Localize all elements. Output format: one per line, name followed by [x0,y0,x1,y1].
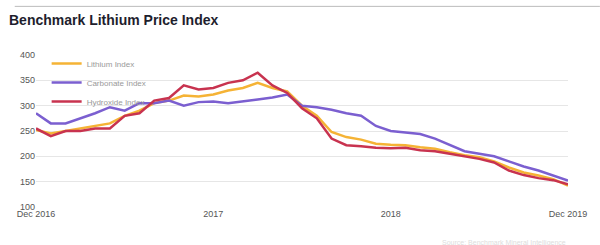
svg-text:100: 100 [20,202,35,212]
svg-text:350: 350 [20,75,35,85]
svg-text:400: 400 [20,50,35,60]
svg-text:Benchmark Lithium Price Index: Benchmark Lithium Price Index [9,12,218,28]
svg-text:Source: Benchmark Mineral Inte: Source: Benchmark Mineral Intelligence [442,239,566,245]
svg-text:Hydroxide Index: Hydroxide Index [87,98,145,107]
svg-text:Carbonate Index: Carbonate Index [87,79,146,88]
svg-text:2017: 2017 [203,209,223,219]
svg-text:300: 300 [20,101,35,111]
svg-text:Dec 2016: Dec 2016 [17,209,56,219]
svg-text:Dec 2019: Dec 2019 [549,209,588,219]
svg-text:Lithium Index: Lithium Index [87,60,135,69]
svg-text:250: 250 [20,126,35,136]
svg-text:2018: 2018 [381,209,401,219]
svg-text:150: 150 [20,177,35,187]
svg-text:200: 200 [20,151,35,161]
